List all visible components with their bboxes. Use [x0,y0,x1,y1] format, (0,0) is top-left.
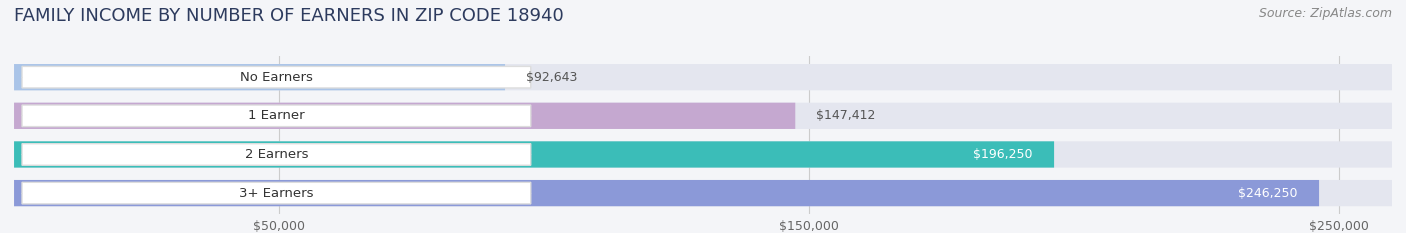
FancyBboxPatch shape [22,144,531,165]
Text: $246,250: $246,250 [1239,187,1298,200]
Text: 3+ Earners: 3+ Earners [239,187,314,200]
Text: No Earners: No Earners [240,71,312,84]
Text: 1 Earner: 1 Earner [247,109,305,122]
FancyBboxPatch shape [14,141,1054,168]
FancyBboxPatch shape [14,103,796,129]
FancyBboxPatch shape [14,180,1392,206]
Text: $196,250: $196,250 [973,148,1033,161]
Text: $92,643: $92,643 [526,71,578,84]
FancyBboxPatch shape [14,141,1392,168]
FancyBboxPatch shape [22,182,531,204]
Text: $147,412: $147,412 [817,109,876,122]
Text: FAMILY INCOME BY NUMBER OF EARNERS IN ZIP CODE 18940: FAMILY INCOME BY NUMBER OF EARNERS IN ZI… [14,7,564,25]
FancyBboxPatch shape [14,64,505,90]
Text: Source: ZipAtlas.com: Source: ZipAtlas.com [1258,7,1392,20]
FancyBboxPatch shape [22,105,531,127]
FancyBboxPatch shape [14,103,1392,129]
FancyBboxPatch shape [22,66,531,88]
FancyBboxPatch shape [14,64,1392,90]
Text: 2 Earners: 2 Earners [245,148,308,161]
FancyBboxPatch shape [14,180,1319,206]
